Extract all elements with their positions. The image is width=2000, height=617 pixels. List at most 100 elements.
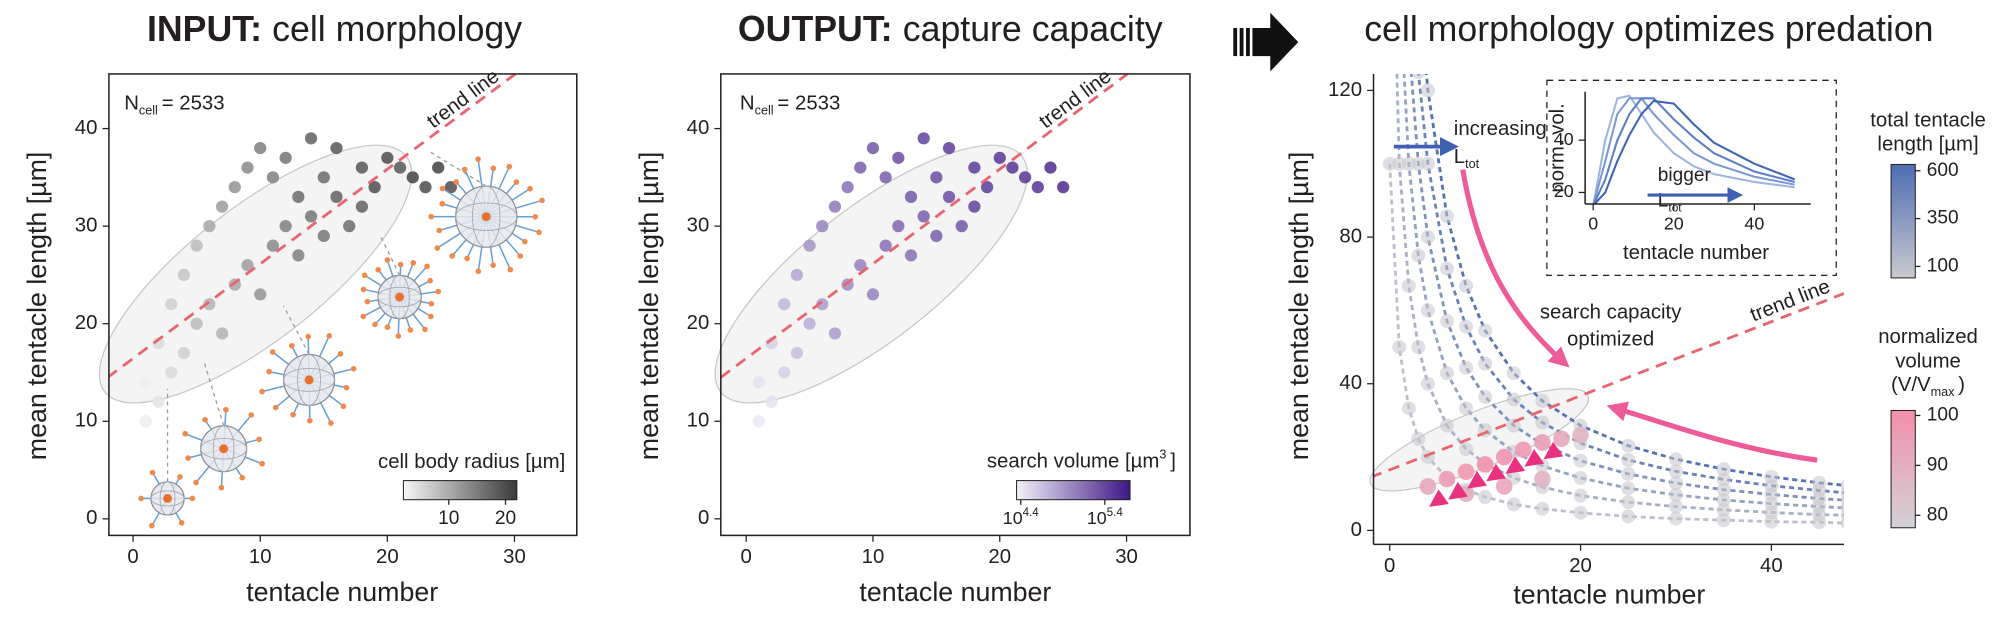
annotation: optimized — [1567, 329, 1654, 351]
count-label: Ncell = 2533 — [740, 93, 840, 118]
tentacle-tip — [149, 469, 156, 476]
annotation-main: L — [1658, 190, 1669, 211]
point — [355, 161, 369, 174]
tentacle-tip — [193, 479, 199, 486]
point — [1438, 470, 1456, 488]
tentacle-tip — [407, 327, 414, 333]
curve-marker — [1621, 495, 1636, 510]
tentacle-tip — [248, 412, 255, 418]
x-tick-label: 30 — [503, 546, 526, 568]
colorbar — [1890, 163, 1916, 279]
curve-marker — [1573, 453, 1588, 468]
cell-grid — [377, 286, 422, 308]
tentacle-tip — [427, 277, 433, 284]
point — [866, 141, 880, 155]
point — [1018, 171, 1032, 184]
tentacle-tip — [182, 430, 188, 437]
curve-marker — [1506, 418, 1521, 433]
point — [139, 415, 152, 428]
point — [917, 132, 930, 145]
curve-marker — [1392, 340, 1407, 355]
x-tick-label: 20 — [988, 546, 1011, 568]
title-text: capture capacity — [903, 9, 1163, 49]
point — [1572, 426, 1589, 444]
x-tick-label: 30 — [1115, 546, 1138, 568]
tentacle-tip — [397, 261, 404, 268]
tentacle-tip — [422, 326, 428, 333]
tentacle-tip — [364, 298, 371, 305]
annotation-main: search capacity — [1540, 302, 1682, 324]
point — [993, 151, 1006, 164]
axes-frame — [108, 73, 578, 537]
series-group — [1592, 94, 1796, 204]
cell-grid — [472, 185, 501, 248]
cell-grid — [455, 202, 518, 231]
chart: cell morphology optimizes predation 0 20 40… — [1284, 9, 1986, 609]
line — [1592, 94, 1795, 204]
y-axis-label: mean tentacle length [µm] — [1284, 152, 1314, 461]
curve-marker — [1420, 156, 1435, 171]
tentacle-tip — [384, 257, 391, 263]
curve-marker — [1716, 502, 1731, 517]
curve-marker — [1716, 472, 1731, 487]
curve-marker — [1411, 431, 1426, 446]
colorbar-title: (V/Vmax) — [1891, 375, 1965, 400]
curve-marker — [1459, 401, 1474, 416]
x-axis-label: tentacle number — [1623, 242, 1769, 264]
line — [1425, 73, 1844, 487]
x-tick-label: 0 — [1588, 214, 1598, 234]
annotation: bigger — [1658, 165, 1712, 186]
chart-title: INPUT: cell morphology — [147, 9, 522, 49]
colorbar-title: normalized — [1878, 326, 1978, 348]
tentacle-tip — [449, 253, 455, 259]
curve-marker — [1668, 487, 1683, 502]
tentacle-tip — [439, 200, 446, 207]
point — [432, 161, 445, 174]
tentacle-tip — [269, 349, 276, 355]
colorbar-tick-label: 350 — [1927, 208, 1959, 229]
optimum-marker — [1429, 489, 1449, 507]
tentacle-tip — [513, 179, 520, 185]
colorbar-title-sup: 3 — [1159, 448, 1166, 462]
curve-marker — [1439, 366, 1454, 381]
curve-marker — [1411, 73, 1426, 80]
tentacle-tip — [259, 460, 265, 467]
curve-marker — [1668, 476, 1683, 491]
cell-grid — [212, 425, 235, 473]
series-group — [720, 73, 1130, 428]
point — [1044, 161, 1057, 174]
point — [968, 161, 981, 174]
tentacle-tip — [410, 260, 417, 266]
y-axis-label: mean tentacle length [µm] — [634, 152, 664, 461]
point — [177, 268, 191, 282]
tentacle-tip — [361, 272, 368, 279]
axes-frame — [720, 73, 1191, 537]
tentacle-tip — [532, 213, 539, 220]
tentacle-tip — [223, 406, 229, 413]
curve-marker — [1459, 360, 1474, 375]
y-tick-label: 30 — [75, 215, 98, 237]
title-bold: OUTPUT: — [738, 9, 893, 49]
tentacle-tip — [507, 266, 514, 273]
colorbar-title: volume — [1895, 350, 1961, 372]
annotation-main: bigger — [1658, 165, 1712, 186]
annotation-main: L — [1454, 146, 1465, 168]
point — [215, 200, 229, 213]
curve-marker — [1439, 314, 1454, 329]
tentacle-tip — [288, 342, 295, 349]
x-tick-label: 40 — [1744, 214, 1764, 234]
tentacle-tip — [202, 416, 208, 423]
point — [279, 220, 292, 233]
point — [955, 220, 968, 233]
annotation-main: increasing — [1454, 118, 1547, 140]
icon-bar — [1239, 28, 1244, 57]
region — [714, 144, 1028, 404]
colorbar — [1890, 409, 1916, 529]
point — [917, 210, 930, 223]
curve-marker — [1812, 475, 1827, 490]
annotation: search capacity — [1540, 302, 1682, 324]
cell-center — [395, 292, 405, 302]
point — [816, 298, 829, 311]
tick-exponent: 5.4 — [1107, 505, 1124, 518]
point — [1495, 478, 1513, 495]
